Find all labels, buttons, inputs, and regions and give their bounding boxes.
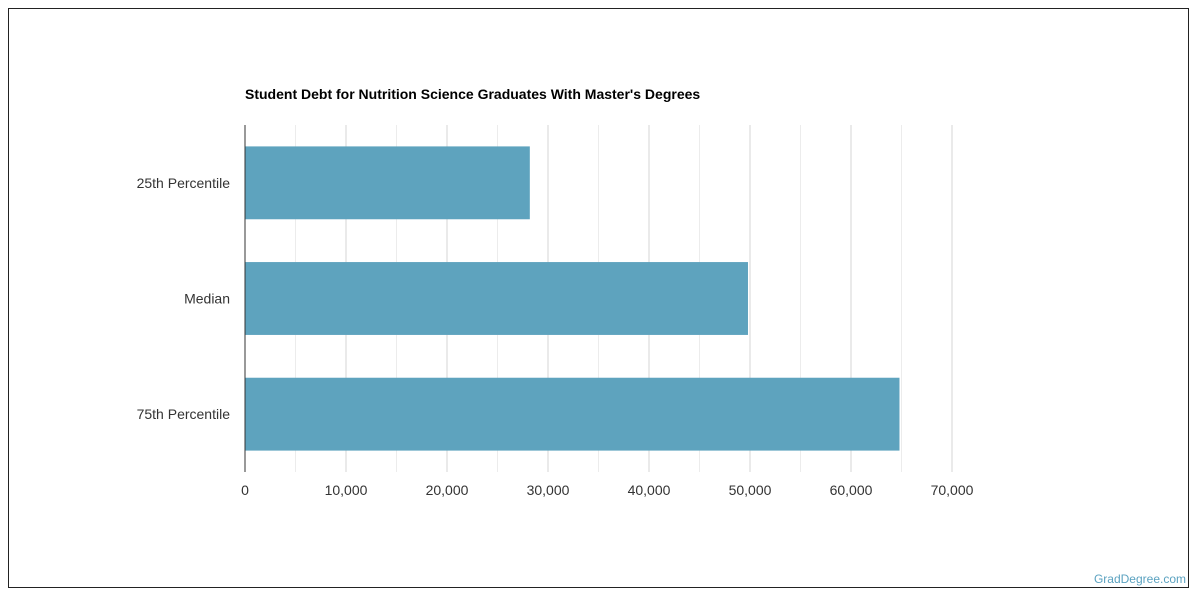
x-tick-label: 70,000 (931, 482, 974, 498)
bar (245, 146, 530, 220)
x-tick-labels: 0 10,000 20,000 30,000 40,000 50,000 60,000 70,… (241, 482, 974, 498)
x-tick-label: 50,000 (729, 482, 772, 498)
x-tick-label: 20,000 (426, 482, 469, 498)
category-label: Median (184, 291, 230, 307)
x-tick-label: 40,000 (628, 482, 671, 498)
x-tick-label: 30,000 (527, 482, 570, 498)
x-tick-label: 10,000 (325, 482, 368, 498)
category-label: 75th Percentile (137, 406, 231, 422)
watermark: GradDegree.com (1093, 572, 1186, 586)
bars (245, 146, 900, 451)
bar (245, 377, 900, 451)
category-labels: 25th Percentile Median 75th Percentile (137, 175, 231, 422)
x-tick-label: 60,000 (830, 482, 873, 498)
chart-title: Student Debt for Nutrition Science Gradu… (245, 86, 700, 102)
bar (245, 262, 748, 335)
x-tick-label: 0 (241, 482, 249, 498)
category-label: 25th Percentile (137, 175, 231, 191)
